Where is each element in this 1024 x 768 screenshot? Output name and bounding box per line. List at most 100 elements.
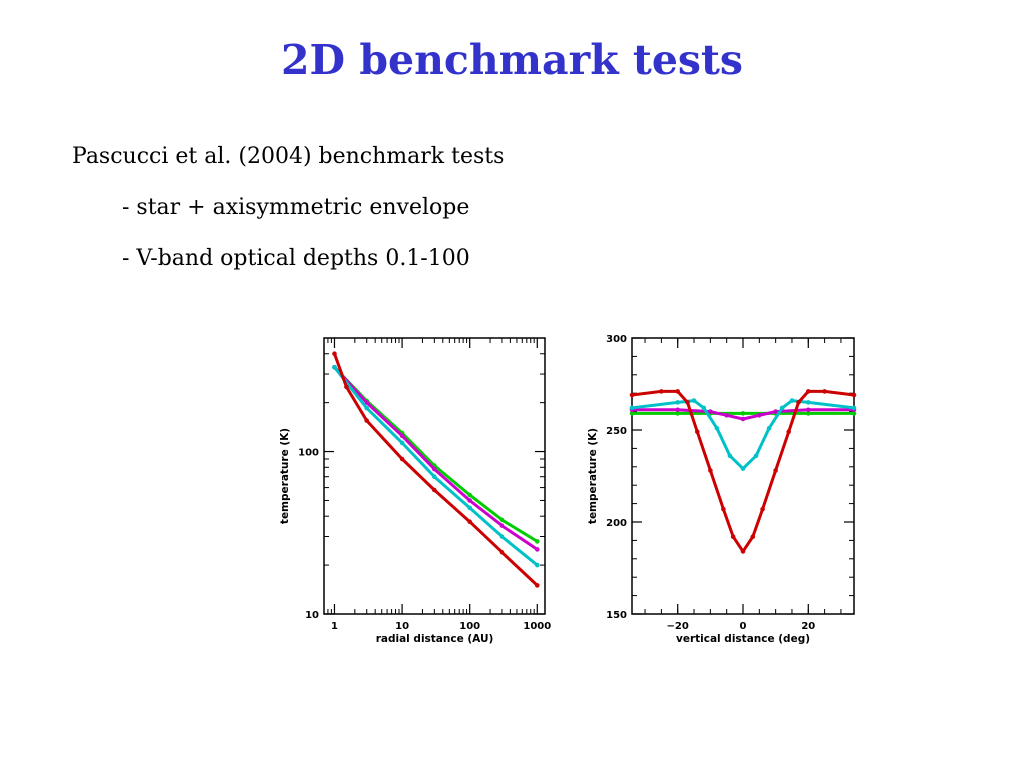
- data-point: [708, 468, 713, 473]
- data-point: [701, 405, 707, 411]
- x-tick-label: 0: [740, 621, 747, 632]
- series-line-3: [333, 352, 539, 587]
- x-tick-label: −20: [667, 621, 689, 632]
- x-axis-label: vertical distance (deg): [676, 633, 810, 645]
- data-point: [432, 466, 437, 472]
- data-point: [691, 398, 697, 403]
- series-markers-2: [332, 365, 540, 568]
- data-point: [714, 425, 720, 431]
- y-tick-label: 150: [606, 610, 627, 621]
- data-point: [364, 405, 369, 411]
- data-point: [499, 534, 505, 539]
- series-markers-0: [332, 365, 540, 544]
- data-point: [806, 407, 811, 413]
- data-point: [675, 400, 680, 405]
- y-tick-label: 10: [305, 610, 319, 621]
- data-point: [757, 413, 762, 418]
- y-axis-label: temperature (K): [587, 428, 599, 524]
- data-point: [499, 549, 505, 555]
- data-point: [432, 487, 437, 493]
- y-tick-label: 250: [606, 426, 627, 437]
- data-point: [399, 456, 405, 462]
- data-point: [364, 400, 369, 405]
- data-point: [535, 547, 540, 552]
- series-markers-3: [629, 389, 857, 554]
- data-point: [399, 433, 405, 439]
- bullet-heading: Pascucci et al. (2004) benchmark tests: [72, 144, 505, 169]
- data-point: [740, 466, 746, 471]
- slide-title: 2D benchmark tests: [280, 36, 744, 84]
- data-point: [740, 416, 746, 422]
- data-point: [721, 506, 726, 512]
- data-point: [344, 384, 349, 390]
- series-line-3: [630, 389, 856, 553]
- data-point: [740, 411, 746, 416]
- data-point: [467, 505, 472, 511]
- data-point: [399, 440, 405, 446]
- data-point: [467, 498, 472, 503]
- x-axis-label: radial distance (AU): [376, 633, 494, 645]
- data-point: [675, 389, 680, 394]
- data-point: [629, 392, 635, 398]
- x-tick-label: 100: [459, 621, 480, 632]
- data-point: [695, 429, 700, 435]
- data-point: [535, 583, 540, 588]
- data-point: [467, 519, 472, 524]
- data-point: [724, 413, 729, 418]
- series-markers-1: [629, 407, 857, 422]
- series-markers-2: [629, 398, 857, 471]
- data-point: [766, 425, 772, 431]
- data-point: [685, 400, 690, 405]
- bullet-item-star-envelope: - star + axisymmetric envelope: [122, 195, 470, 220]
- series-markers-3: [332, 351, 540, 588]
- data-point: [727, 453, 733, 459]
- y-axis-label: temperature (K): [279, 428, 291, 524]
- data-point: [786, 429, 791, 435]
- data-point: [779, 405, 785, 411]
- data-point: [675, 407, 680, 413]
- vertical-temperature-chart: −20 0 20 150 200 250 300 vertical distance (deg…: [587, 334, 857, 645]
- data-point: [789, 398, 795, 403]
- data-point: [499, 523, 505, 528]
- series-line-1: [333, 365, 539, 551]
- y-tick-label: 200: [606, 518, 627, 529]
- x-tick-label: 20: [801, 621, 815, 632]
- data-point: [535, 562, 540, 568]
- data-point: [806, 400, 811, 405]
- data-point: [432, 474, 437, 479]
- data-point: [750, 534, 756, 539]
- data-point: [332, 351, 337, 357]
- data-point: [796, 400, 801, 405]
- data-point: [332, 365, 337, 370]
- data-point: [806, 389, 811, 394]
- data-point: [730, 534, 736, 539]
- data-point: [773, 409, 778, 414]
- data-point: [535, 539, 540, 544]
- data-point: [629, 405, 635, 411]
- y-tick-label: 300: [606, 334, 627, 345]
- data-point: [364, 418, 369, 423]
- data-point: [851, 392, 857, 398]
- data-point: [708, 409, 713, 414]
- minor-ticks: [632, 337, 854, 615]
- data-point: [740, 549, 746, 554]
- data-point: [773, 468, 778, 473]
- data-point: [753, 453, 759, 459]
- data-point: [467, 492, 472, 498]
- data-point: [851, 405, 857, 411]
- data-point: [659, 389, 664, 394]
- bullet-item-optical-depths: - V-band optical depths 0.1-100: [122, 246, 470, 271]
- y-tick-label: 100: [298, 448, 319, 459]
- data-point: [499, 517, 505, 523]
- series-line-0: [333, 365, 539, 543]
- series-line-2: [630, 399, 856, 471]
- x-tick-label: 1000: [523, 621, 551, 632]
- x-tick-label: 10: [395, 621, 409, 632]
- plot-frame: [631, 337, 855, 615]
- data-point: [822, 389, 827, 394]
- minor-ticks: [323, 337, 545, 614]
- data-point: [760, 506, 765, 512]
- series-line-2: [333, 365, 539, 567]
- x-tick-label: 1: [331, 621, 338, 632]
